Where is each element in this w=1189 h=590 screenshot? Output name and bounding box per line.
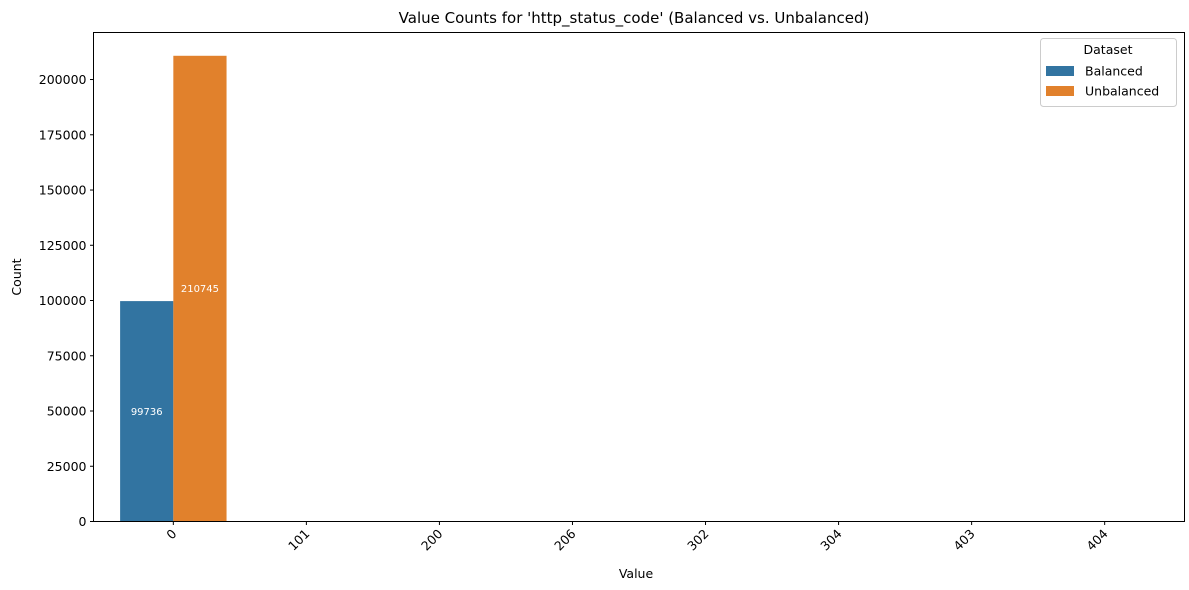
legend: Dataset Balanced Unbalanced	[1040, 38, 1177, 107]
y-tick-label: 50000	[47, 404, 87, 419]
bar-labels-layer: 99736 210745	[131, 284, 219, 418]
legend-swatch-balanced	[1046, 66, 1074, 76]
y-tick-label: 175000	[39, 127, 87, 142]
y-tick-label: 150000	[39, 183, 87, 198]
legend-box	[1040, 38, 1177, 107]
y-axis-title: Count	[9, 258, 24, 295]
y-tick-label: 125000	[39, 238, 87, 253]
x-tick-label: 304	[817, 526, 845, 554]
y-tick-label: 25000	[47, 459, 87, 474]
y-tick-label: 75000	[47, 348, 87, 363]
y-tick-label: 100000	[39, 293, 87, 308]
y-tick-label: 0	[79, 514, 87, 529]
bar-label-unbalanced: 210745	[181, 284, 219, 295]
x-axis: 0 101 200 206 302 304 403 404	[163, 521, 1111, 554]
x-axis-title: Value	[619, 566, 654, 581]
bars-layer	[120, 55, 227, 522]
bar-balanced-0	[120, 301, 174, 522]
legend-label-unbalanced: Unbalanced	[1085, 84, 1159, 99]
y-tick-label: 200000	[39, 72, 87, 87]
legend-items: Balanced Unbalanced	[1046, 64, 1159, 99]
x-tick-label: 404	[1083, 526, 1111, 554]
x-tick-label: 403	[950, 526, 977, 553]
chart-title: Value Counts for 'http_status_code' (Bal…	[399, 9, 870, 28]
y-axis: 0 25000 50000 75000 100000 125000 150000 175000…	[39, 72, 94, 529]
plot-frame	[93, 32, 1185, 522]
x-tick-label: 302	[684, 526, 711, 553]
x-tick-label: 200	[418, 526, 446, 554]
x-tick-label: 0	[163, 526, 179, 542]
x-tick-label: 206	[551, 526, 579, 554]
bar-unbalanced-0	[173, 55, 227, 522]
legend-label-balanced: Balanced	[1085, 64, 1143, 79]
legend-title: Dataset	[1084, 42, 1133, 57]
x-tick-label: 101	[285, 526, 312, 553]
bar-label-balanced: 99736	[131, 407, 163, 418]
legend-swatch-unbalanced	[1046, 86, 1074, 96]
